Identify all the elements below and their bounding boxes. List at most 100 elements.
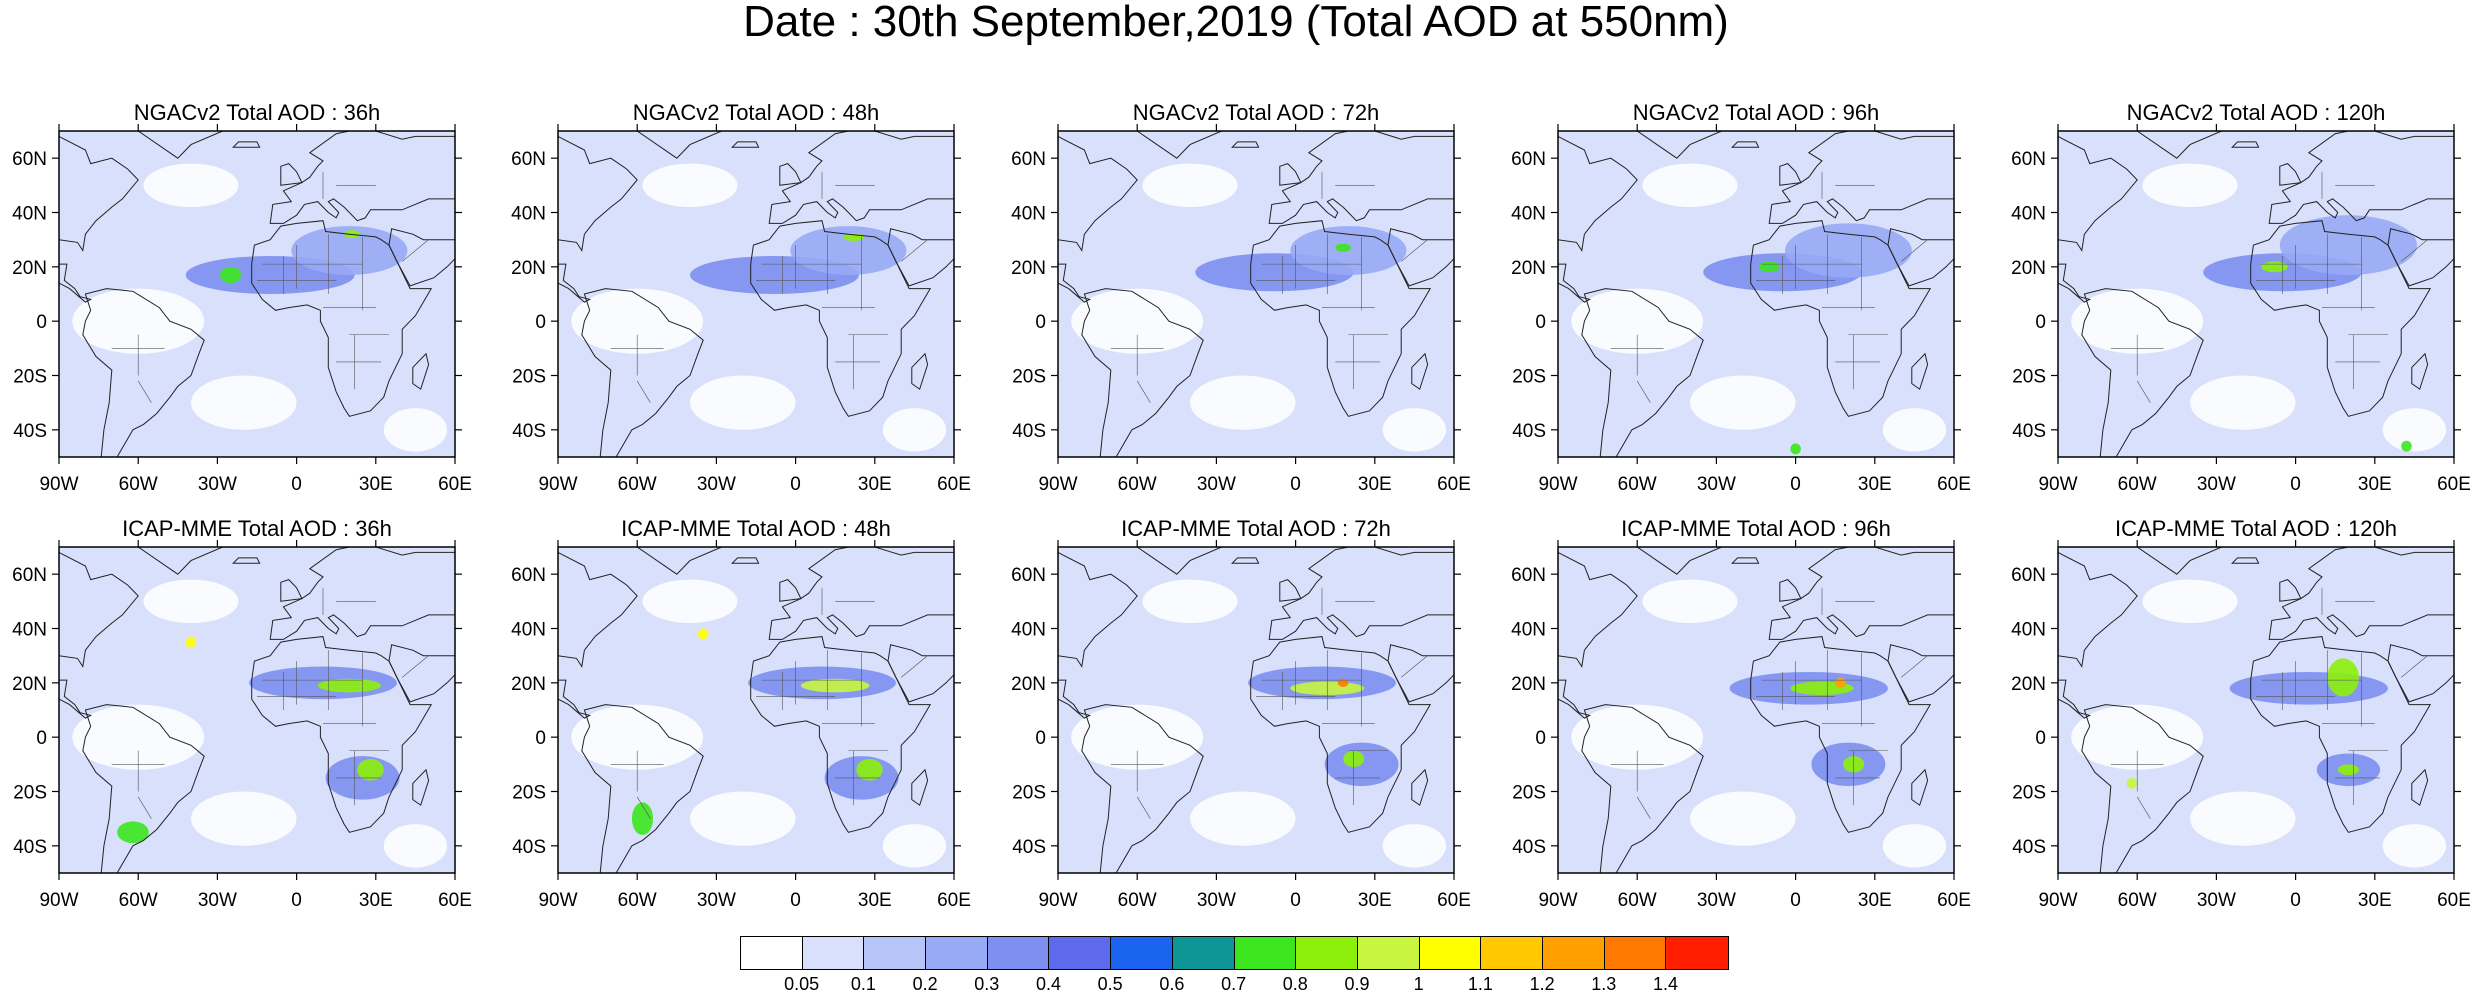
lon-tick-label: 30W	[1697, 474, 1736, 495]
colorbar-label: 0.7	[1221, 974, 1247, 994]
low-aod-patch	[2071, 704, 2204, 770]
lat-tick-label: 20N	[1011, 258, 1046, 279]
coastline-africa	[1250, 636, 1432, 833]
coastline-greenland	[2136, 547, 2222, 575]
low-aod-patch	[2382, 824, 2447, 868]
coastline-north-america	[1558, 135, 1638, 252]
colorbar-swatch	[1172, 937, 1235, 969]
coastline-europe	[2268, 547, 2454, 640]
map-frame	[1057, 130, 1455, 458]
coastline-africa	[1750, 636, 1932, 833]
aod-plume	[220, 266, 242, 284]
country-border	[137, 796, 152, 819]
lon-tick-label: 90W	[2038, 474, 2077, 495]
lon-tick-label: 90W	[1538, 474, 1577, 495]
map-panel: ICAP-MME Total AOD : 96h 60N 40N 20N 0 20S 40S…	[1511, 516, 1971, 911]
coastline-south-america	[1081, 704, 1204, 873]
aod-plume	[790, 226, 907, 275]
coastline-south-america	[1581, 288, 1704, 457]
aod-plume	[2337, 764, 2359, 776]
country-border	[2136, 380, 2151, 403]
colorbar-label: 1.1	[1467, 974, 1493, 994]
map-frame	[2057, 130, 2455, 458]
lat-tick-label: 0	[2035, 312, 2046, 333]
coastline-middle-east	[2387, 644, 2454, 703]
aod-plume	[1324, 742, 1399, 787]
lon-tick-label: 90W	[1038, 474, 1077, 495]
lon-tick-label: 60E	[438, 890, 472, 911]
coastline-iceland	[731, 557, 760, 564]
coastline-north-america	[59, 135, 139, 252]
lon-tick-label: 90W	[39, 890, 78, 911]
lon-tick-label: 60W	[618, 474, 657, 495]
lat-tick-label: 20N	[2011, 674, 2046, 695]
coastline-greenland	[137, 131, 223, 159]
colorbar-label: 1.3	[1591, 974, 1617, 994]
coastline-great-britain	[1279, 163, 1302, 186]
colorbar-swatch	[1049, 937, 1112, 969]
colorbar-label: 1.4	[1652, 974, 1679, 994]
low-aod-patch	[2071, 288, 2204, 354]
lat-tick-label: 40S	[13, 837, 47, 858]
map-panel: ICAP-MME Total AOD : 48h 60N 40N 20N 0 20S 40S…	[511, 516, 971, 911]
panel-title: NGACv2 Total AOD : 96h	[1633, 100, 1880, 125]
coastline-middle-east	[887, 228, 954, 287]
colorbar-swatch	[1111, 937, 1173, 969]
coastline-iceland	[1731, 141, 1760, 148]
lon-tick-label: 30W	[697, 474, 736, 495]
map-panel: NGACv2 Total AOD : 72h 60N 40N 20N 0 20S 40S 90…	[1011, 100, 1471, 495]
low-aod-patch	[2142, 163, 2238, 208]
lat-tick-label: 0	[36, 312, 47, 333]
coastline-middle-east	[388, 228, 455, 287]
lat-tick-label: 40N	[511, 620, 546, 641]
low-aod-patch	[882, 408, 947, 452]
low-aod-patch	[1882, 408, 1947, 452]
lon-tick-label: 30E	[858, 474, 892, 495]
lat-tick-label: 20S	[1012, 367, 1046, 388]
country-border	[1636, 796, 1651, 819]
country-border	[402, 239, 429, 262]
lat-tick-label: 40S	[2012, 837, 2046, 858]
colorbar-labels: 0.05 0.1 0.2 0.3 0.4 0.5 0.6 0.7 0.8 0.9 1 1.1 1.2 1.…	[740, 974, 1740, 994]
colorbar-swatch	[1419, 937, 1482, 969]
low-aod-patch	[1382, 408, 1447, 452]
coastline-north-america	[2058, 135, 2138, 252]
panel-title: ICAP-MME Total AOD : 96h	[1621, 516, 1891, 541]
aod-plume	[185, 636, 197, 648]
coastline-greenland	[1136, 131, 1222, 159]
colorbar-label: 0.6	[1159, 974, 1185, 994]
lon-tick-label: 30E	[2358, 890, 2392, 911]
lon-tick-label: 30E	[2358, 474, 2392, 495]
coastline-great-britain	[280, 163, 303, 186]
lat-tick-label: 40S	[1012, 837, 1046, 858]
aod-plume	[631, 802, 654, 835]
coastline-south-america	[2081, 288, 2204, 457]
country-border	[137, 380, 152, 403]
lon-tick-label: 60W	[1618, 474, 1657, 495]
low-aod-patch	[1642, 579, 1738, 624]
colorbar-label: 0.4	[1035, 974, 1062, 994]
lon-tick-label: 30W	[2197, 474, 2236, 495]
lat-tick-label: 20S	[1012, 783, 1046, 804]
panel-title: NGACv2 Total AOD : 36h	[134, 100, 381, 125]
lat-tick-label: 40S	[2012, 421, 2046, 442]
colorbar-swatch	[1296, 937, 1358, 969]
coastline-middle-east	[887, 644, 954, 703]
country-border	[2401, 239, 2428, 262]
map-frame	[557, 546, 955, 874]
aod-plume	[357, 758, 384, 781]
lon-tick-label: 60E	[937, 474, 971, 495]
aod-plume	[856, 758, 883, 781]
coastline-south-america	[581, 704, 704, 873]
coastline-africa	[251, 636, 433, 833]
lat-tick-label: 20S	[13, 783, 47, 804]
colorbar-swatch	[1357, 937, 1420, 969]
coastline-central-america	[2058, 263, 2092, 303]
coastline-great-britain	[779, 579, 802, 602]
map-frame	[1557, 546, 1955, 874]
aod-plume	[1758, 261, 1780, 273]
lat-tick-label: 40N	[1511, 204, 1546, 225]
coastline-central-america	[558, 263, 592, 303]
country-border	[1401, 655, 1428, 678]
country-border	[1136, 796, 1151, 819]
